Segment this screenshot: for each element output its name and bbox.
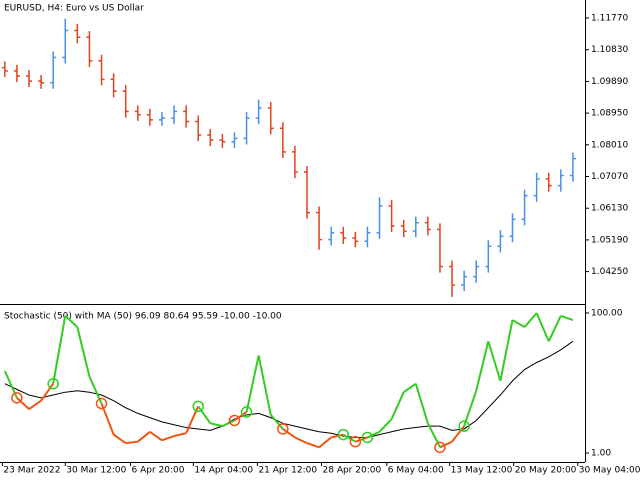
cross-marker xyxy=(458,420,470,432)
chart-title: EURUSD, H4: Euro vs US Dollar xyxy=(4,4,144,14)
x-tick-label: 14 Apr 04:00 xyxy=(194,466,253,476)
stochastic-segment xyxy=(390,391,405,420)
y-tick-label: 1.05190 xyxy=(591,235,628,245)
stochastic-segment xyxy=(414,383,429,424)
stochastic-segment xyxy=(499,319,514,382)
stochastic-segment xyxy=(245,355,260,413)
stochastic-segment xyxy=(282,428,296,439)
stochastic-segment xyxy=(16,397,30,410)
stochastic-segment xyxy=(463,390,478,427)
stochastic-segment xyxy=(257,355,272,416)
stochastic-segment xyxy=(330,433,344,439)
stochastic-segment xyxy=(487,340,502,382)
x-tick-label: 13 May 12:00 xyxy=(451,466,513,476)
stochastic-segment xyxy=(367,430,380,439)
cross-marker xyxy=(277,423,289,435)
cross-marker xyxy=(11,392,23,404)
stochastic-segment xyxy=(355,436,368,443)
cross-marker xyxy=(434,441,446,454)
stochastic-segment xyxy=(113,433,127,444)
x-tick-label: 21 Apr 12:00 xyxy=(258,466,317,476)
y-tick-label: 1.00 xyxy=(591,449,611,459)
cross-marker xyxy=(228,414,241,427)
stochastic-segment xyxy=(197,405,212,424)
stochastic-segment xyxy=(403,382,417,394)
stochastic-segment xyxy=(318,436,332,449)
cross-marker xyxy=(337,428,350,441)
stochastic-segment xyxy=(161,435,175,442)
y-tick-label: 1.06130 xyxy=(591,204,628,214)
cross-marker xyxy=(349,435,362,448)
x-tick-label: 28 Apr 20:00 xyxy=(323,466,382,476)
y-tick-label: 1.09890 xyxy=(591,77,628,87)
x-tick-label: 30 May 04:00 xyxy=(579,466,640,476)
cross-marker xyxy=(95,397,108,410)
y-tick-label: 100.00 xyxy=(591,309,623,319)
x-tick-label: 30 Mar 12:00 xyxy=(66,466,126,476)
stochastic-segment xyxy=(125,440,138,445)
stochastic-segment xyxy=(535,312,550,342)
cross-marker xyxy=(47,377,59,390)
stochastic-segment xyxy=(523,312,538,328)
stochastic-segment xyxy=(269,414,284,430)
cross-marker xyxy=(361,431,374,444)
stochastic-segment xyxy=(475,341,490,392)
cross-marker xyxy=(240,406,253,418)
x-tick-label: 20 May 20:00 xyxy=(515,466,577,476)
x-tick-label: 6 May 04:00 xyxy=(388,466,444,476)
stochastic-segment xyxy=(233,411,248,422)
stochastic-segment xyxy=(451,425,465,443)
y-tick-label: 1.08950 xyxy=(591,109,628,119)
stochastic-segment xyxy=(40,383,54,402)
stochastic-segment xyxy=(64,315,79,328)
stochastic-segment xyxy=(342,433,356,443)
stochastic-segment xyxy=(560,314,574,322)
stochastic-segment xyxy=(52,315,67,384)
stochastic-segment xyxy=(173,432,187,438)
stochastic-segment xyxy=(210,422,223,428)
y-tick-label: 1.10830 xyxy=(591,45,628,55)
y-tick-label: 1.08010 xyxy=(591,140,628,150)
x-tick-label: 23 Mar 2022 xyxy=(3,466,60,476)
stochastic-segment xyxy=(378,418,393,433)
stochastic-segment xyxy=(306,442,320,449)
indicator-title: Stochastic (50) with MA (50) 96.09 80.64… xyxy=(4,312,282,322)
stochastic-segment xyxy=(76,326,91,377)
stochastic-segment xyxy=(294,436,308,445)
stochastic-segment xyxy=(511,319,526,329)
y-tick-label: 1.11770 xyxy=(591,14,628,24)
x-tick-label: 6 Apr 20:00 xyxy=(132,466,185,476)
y-tick-label: 1.04250 xyxy=(591,267,628,277)
y-tick-label: 1.07070 xyxy=(591,172,628,182)
cross-marker xyxy=(192,400,204,413)
stochastic-segment xyxy=(547,315,562,342)
stochastic-segment xyxy=(28,399,42,410)
stochastic-segment xyxy=(439,440,453,449)
stochastic-segment xyxy=(149,430,163,442)
stochastic-segment xyxy=(137,431,151,443)
stochastic-segment xyxy=(221,419,235,428)
signal-line xyxy=(4,340,574,438)
